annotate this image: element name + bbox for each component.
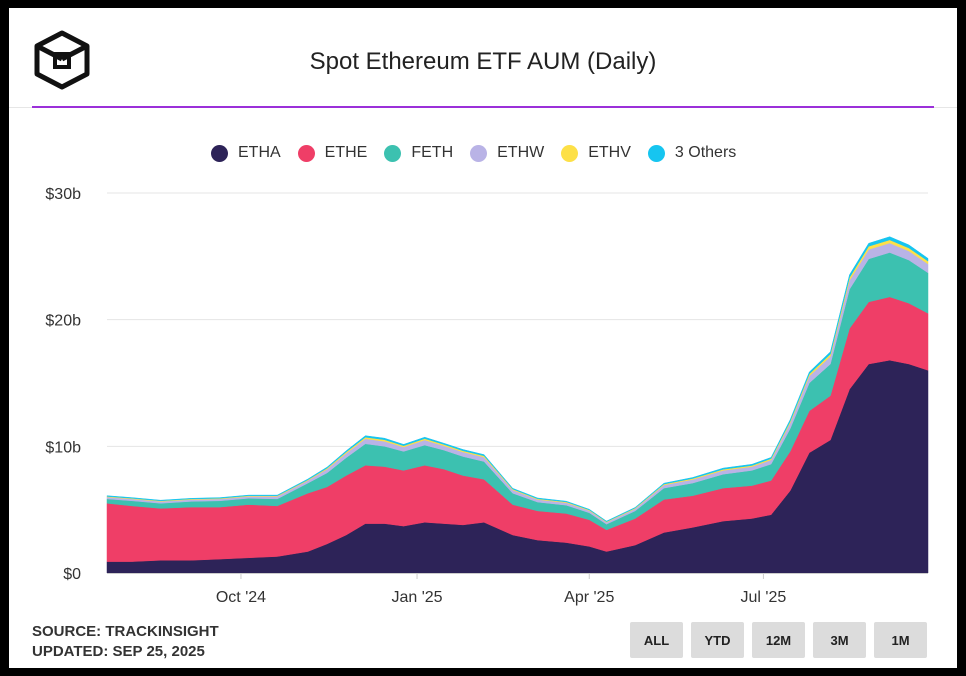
x-tick-label: Oct '24 [216,589,266,606]
legend-label: ETHW [497,144,545,161]
y-tick-label: $20b [45,313,81,330]
source-note: SOURCE: TRACKINSIGHT UPDATED: SEP 25, 20… [32,622,219,662]
range-button-ytd[interactable]: YTD [691,622,744,658]
legend-label: ETHV [588,144,631,161]
chart-legend: ETHA ETHE FETH ETHW ETHV 3 Others [211,142,753,164]
title-underline [32,106,934,108]
legend-item-feth[interactable]: FETH [384,144,453,162]
x-tick-label: Jul '25 [741,589,787,606]
legend-swatch [470,144,488,162]
legend-item-ethw[interactable]: ETHW [470,144,544,162]
x-tick-label: Apr '25 [564,589,614,606]
range-button-1m[interactable]: 1M [874,622,927,658]
range-button-12m[interactable]: 12M [752,622,805,658]
legend-label: ETHE [324,144,368,161]
source-label: SOURCE: TRACKINSIGHT [32,623,219,640]
legend-item-etha[interactable]: ETHA [211,144,281,162]
legend-label: FETH [411,144,454,161]
range-button-all[interactable]: ALL [630,622,683,658]
chart-card: Spot Ethereum ETF AUM (Daily) ETHA ETHE FE… [9,8,957,668]
chart-title: Spot Ethereum ETF AUM (Daily) [309,48,657,75]
area-series-3-others [106,236,929,522]
legend-label: ETHA [238,144,281,161]
x-tick-label: Jan '25 [391,589,442,606]
legend-label: 3 Others [674,144,737,161]
chart-plot: $0 $10b $20b $30b Oct '24 Jan '25 Apr '25 Jul '… [45,186,929,606]
updated-label: UPDATED: SEP 25, 2025 [32,643,205,660]
y-tick-label: $30b [45,186,81,203]
legend-swatch [384,144,402,162]
legend-swatch [561,144,579,162]
legend-item-3-others[interactable]: 3 Others [647,144,737,162]
brand-logo-icon [34,30,90,90]
legend-swatch [297,144,315,162]
range-button-3m[interactable]: 3M [813,622,866,658]
legend-item-ethv[interactable]: ETHV [561,144,631,162]
legend-swatch [647,144,665,162]
range-selector: ALL YTD 12M 3M 1M [630,622,935,658]
y-tick-label: $0 [63,566,81,583]
y-tick-label: $10b [45,439,81,456]
legend-item-ethe[interactable]: ETHE [297,144,368,162]
legend-swatch [211,144,228,162]
